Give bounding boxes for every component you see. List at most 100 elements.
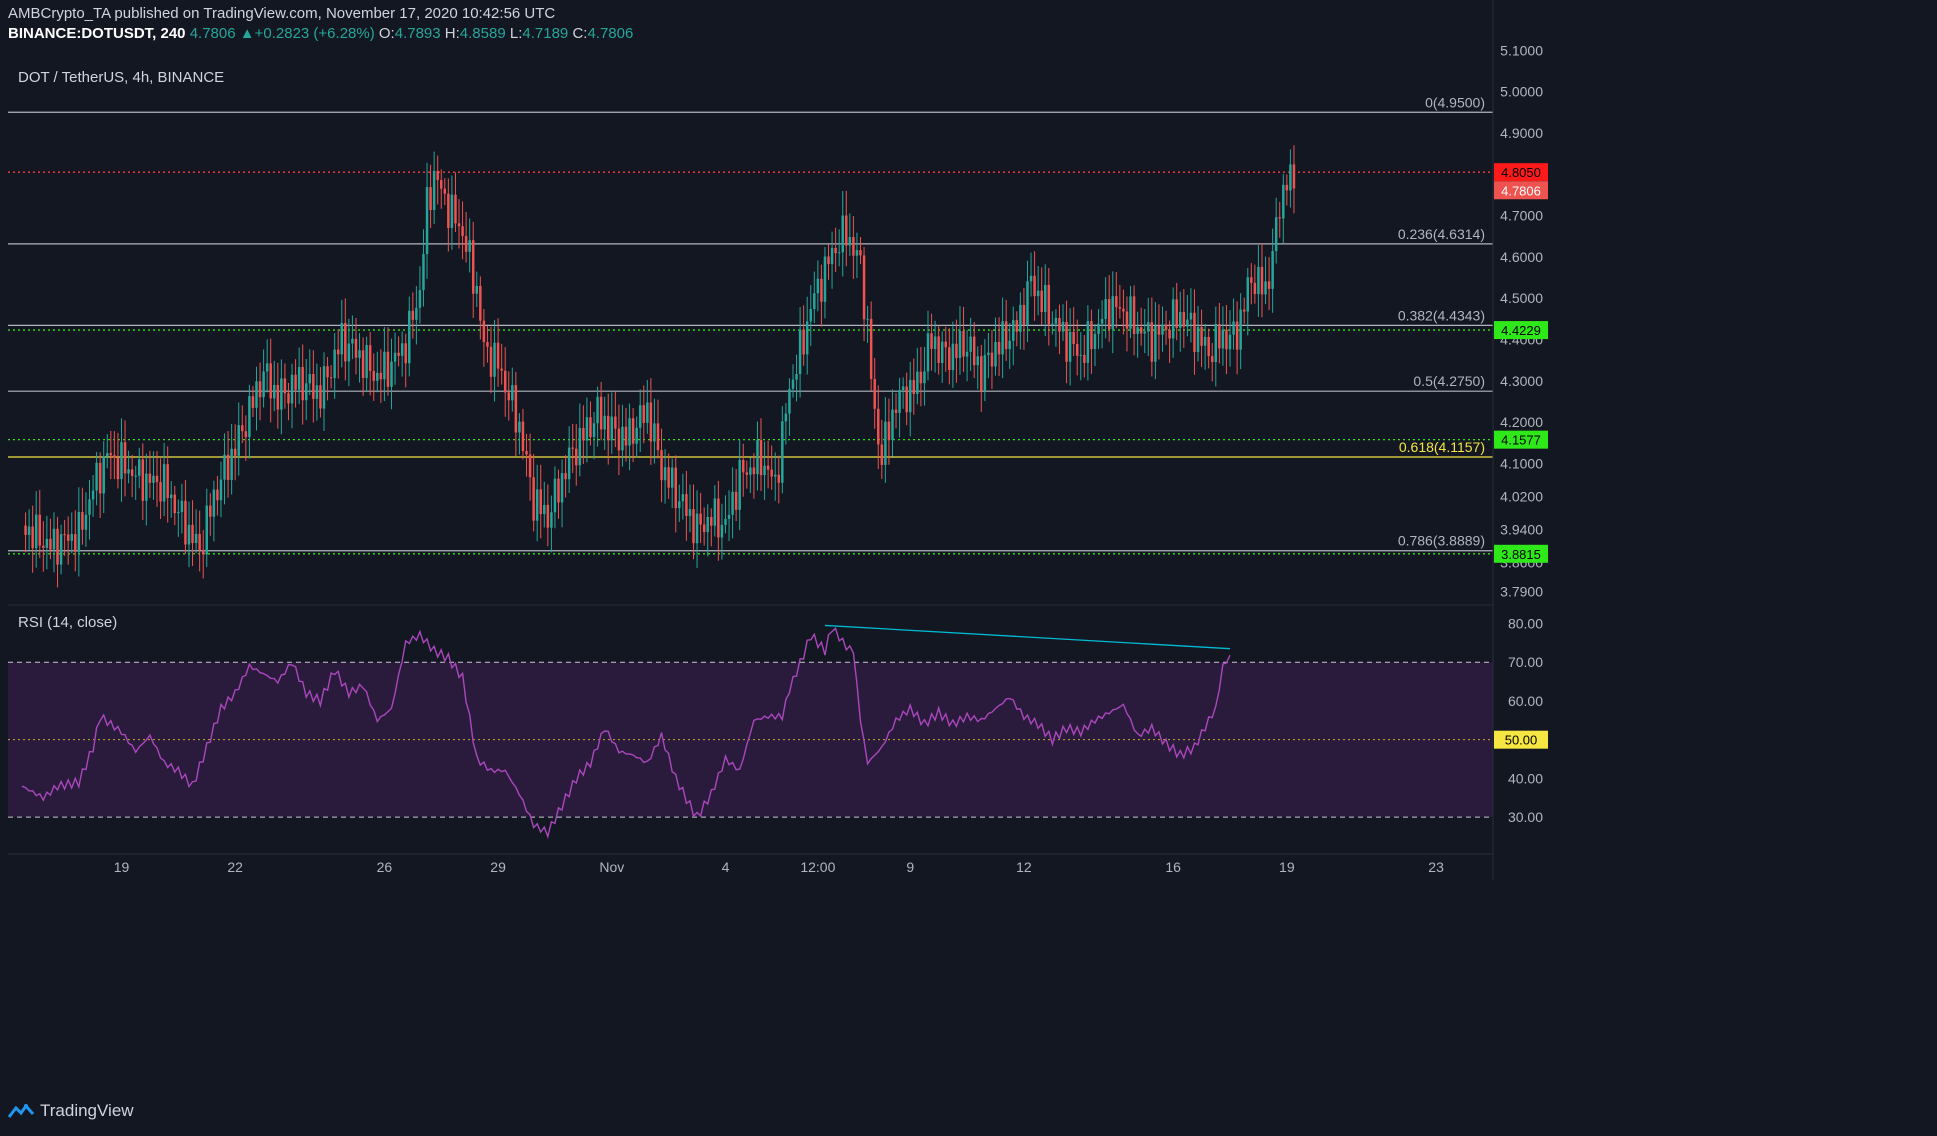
candle[interactable] — [539, 464, 542, 539]
candle[interactable] — [663, 449, 667, 504]
rsi-trendline[interactable] — [824, 624, 1231, 650]
candle[interactable] — [418, 266, 422, 324]
candle[interactable] — [415, 286, 418, 345]
candle[interactable] — [756, 421, 759, 491]
candle[interactable] — [155, 451, 159, 507]
candle[interactable] — [134, 465, 137, 500]
candle[interactable] — [1122, 289, 1125, 335]
candle[interactable] — [148, 450, 152, 499]
candle[interactable] — [489, 326, 493, 394]
candle[interactable] — [781, 406, 784, 494]
candle[interactable] — [91, 475, 95, 517]
candle[interactable] — [454, 172, 457, 232]
candle[interactable] — [468, 218, 471, 273]
candle[interactable] — [1068, 308, 1072, 386]
candle[interactable] — [1250, 263, 1253, 305]
candle[interactable] — [702, 507, 706, 546]
candle[interactable] — [1036, 266, 1040, 316]
candle[interactable] — [1253, 264, 1257, 304]
candle[interactable] — [710, 508, 713, 547]
candle[interactable] — [823, 246, 827, 319]
candle[interactable] — [841, 191, 844, 277]
candle[interactable] — [631, 408, 635, 463]
candle[interactable] — [379, 349, 383, 403]
candle[interactable] — [550, 495, 553, 553]
candle[interactable] — [1104, 277, 1107, 339]
candle[interactable] — [1260, 242, 1264, 318]
candle[interactable] — [88, 480, 91, 540]
candle[interactable] — [411, 292, 415, 339]
candle[interactable] — [49, 518, 52, 560]
candle[interactable] — [770, 445, 773, 490]
candle[interactable] — [361, 337, 365, 396]
candle[interactable] — [198, 510, 201, 572]
candle[interactable] — [525, 433, 528, 477]
candle[interactable] — [457, 199, 461, 249]
candle[interactable] — [724, 495, 727, 534]
candle[interactable] — [848, 213, 852, 256]
candle[interactable] — [102, 441, 105, 513]
candle[interactable] — [983, 339, 987, 402]
candle[interactable] — [617, 404, 621, 476]
candle[interactable] — [816, 260, 820, 312]
candle[interactable] — [138, 447, 141, 489]
candle[interactable] — [386, 327, 390, 396]
candle[interactable] — [347, 318, 351, 387]
candle[interactable] — [169, 481, 173, 518]
candle[interactable] — [1179, 291, 1182, 352]
candle[interactable] — [766, 440, 770, 489]
candle[interactable] — [880, 419, 884, 480]
candle[interactable] — [830, 231, 834, 289]
candle[interactable] — [1097, 309, 1100, 350]
candle[interactable] — [141, 443, 145, 521]
candle[interactable] — [66, 516, 70, 565]
candle[interactable] — [1257, 245, 1260, 317]
candle[interactable] — [958, 306, 962, 375]
candle[interactable] — [987, 332, 990, 379]
candle[interactable] — [351, 315, 354, 360]
candle[interactable] — [230, 423, 233, 495]
candle[interactable] — [440, 169, 443, 209]
candle[interactable] — [813, 271, 816, 324]
candle[interactable] — [681, 473, 685, 520]
candle[interactable] — [1004, 299, 1008, 361]
candle[interactable] — [965, 329, 969, 382]
candle[interactable] — [1143, 309, 1146, 354]
candle[interactable] — [265, 339, 269, 393]
candle[interactable] — [1207, 328, 1210, 369]
candle[interactable] — [713, 485, 717, 537]
candle[interactable] — [1228, 310, 1232, 367]
candle[interactable] — [400, 331, 404, 377]
candle[interactable] — [827, 244, 830, 280]
candle[interactable] — [944, 326, 948, 372]
candle[interactable] — [59, 524, 63, 575]
candle[interactable] — [1132, 285, 1136, 356]
candle[interactable] — [1150, 297, 1154, 377]
candle[interactable] — [575, 423, 578, 486]
candle[interactable] — [1274, 197, 1278, 264]
candle[interactable] — [585, 397, 589, 463]
candle[interactable] — [1090, 309, 1093, 374]
candle[interactable] — [461, 201, 464, 260]
candle[interactable] — [596, 386, 599, 447]
candle[interactable] — [1136, 311, 1139, 358]
candle[interactable] — [422, 229, 425, 307]
candle[interactable] — [852, 215, 855, 279]
candle[interactable] — [727, 490, 731, 541]
candle[interactable] — [304, 358, 308, 421]
candle[interactable] — [809, 285, 812, 346]
candle[interactable] — [795, 354, 798, 402]
candle[interactable] — [752, 453, 756, 499]
candle[interactable] — [368, 331, 372, 396]
candle[interactable] — [564, 455, 567, 498]
candle[interactable] — [820, 264, 823, 327]
candle[interactable] — [873, 358, 876, 429]
candle[interactable] — [621, 404, 624, 467]
candle[interactable] — [322, 352, 326, 431]
candle[interactable] — [919, 346, 923, 407]
candle[interactable] — [614, 391, 617, 448]
candle[interactable] — [106, 434, 109, 469]
candle[interactable] — [557, 469, 560, 519]
candle[interactable] — [1026, 260, 1029, 343]
